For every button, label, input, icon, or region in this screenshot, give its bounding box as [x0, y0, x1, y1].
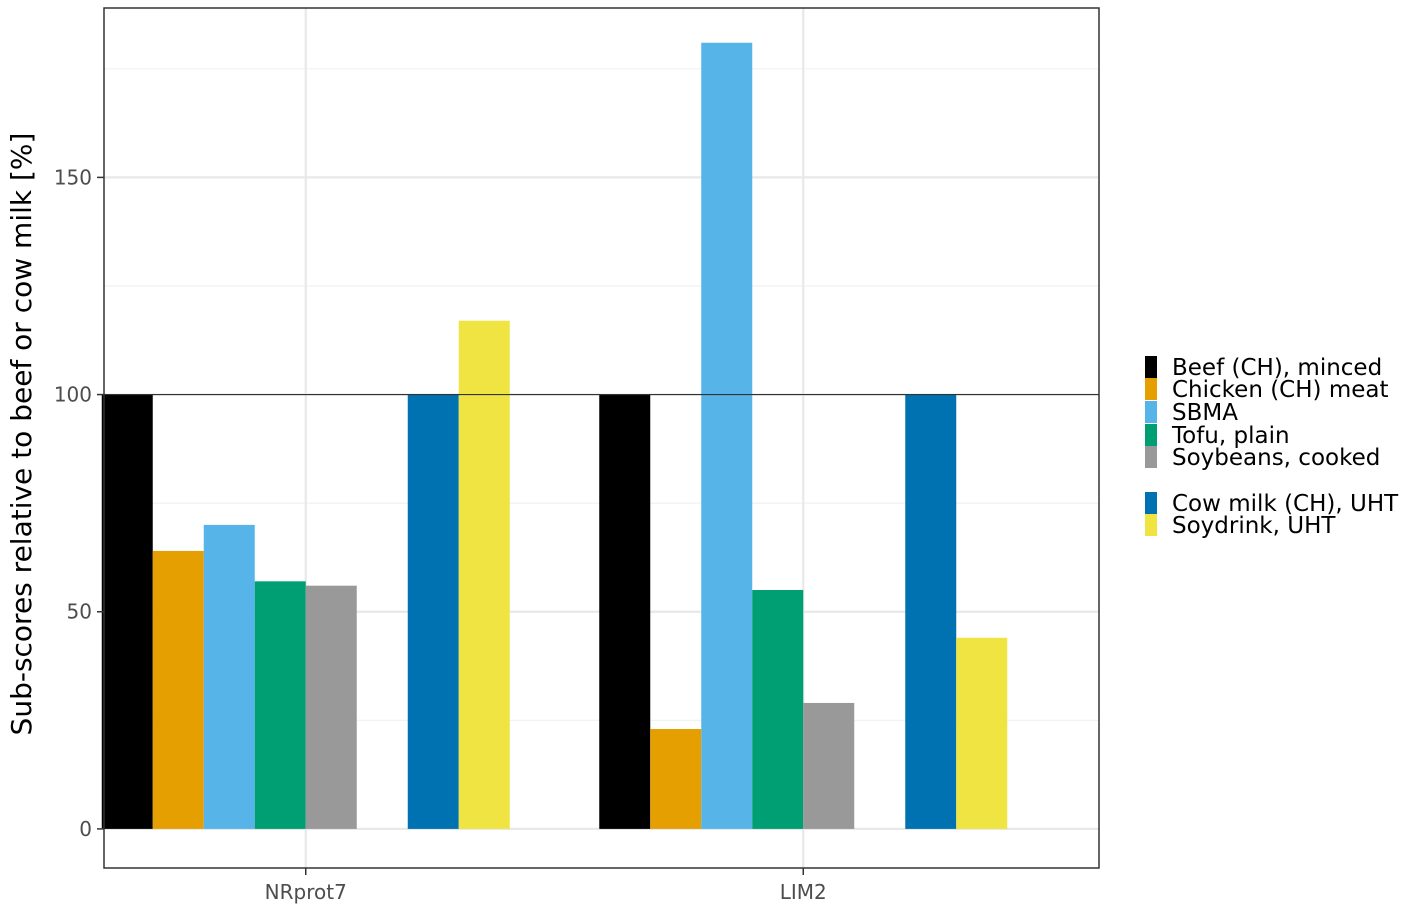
y-tick-label: 100: [54, 383, 92, 407]
y-tick-label: 0: [79, 817, 92, 841]
bar: [650, 729, 702, 829]
legend-label: SBMA: [1172, 400, 1238, 426]
y-axis-title: Sub-scores relative to beef or cow milk …: [5, 133, 38, 736]
bar: [956, 637, 1008, 829]
bars: [101, 42, 1008, 829]
legend-label: Cow milk (CH), UHT: [1172, 491, 1399, 517]
bar: [599, 394, 651, 829]
bar: [803, 702, 855, 829]
bar: [152, 550, 204, 829]
y-tick-label: 150: [54, 165, 92, 189]
x-axis: NRprot7 LIM2: [265, 868, 827, 904]
bar: [101, 394, 153, 829]
bar: [254, 581, 306, 829]
legend-label: Chicken (CH) meat: [1172, 377, 1389, 403]
legend-label: Soydrink, UHT: [1172, 513, 1336, 539]
legend-key: [1145, 378, 1157, 400]
y-tick-label: 50: [67, 600, 92, 624]
y-axis: 0 50 100 150: [54, 165, 104, 841]
legend-key: [1145, 424, 1157, 446]
legend-key: [1145, 514, 1157, 536]
legend-label: Beef (CH), minced: [1172, 355, 1382, 381]
legend-key: [1145, 492, 1157, 514]
x-tick-label: NRprot7: [265, 880, 347, 904]
bar: [701, 42, 753, 829]
bar: [752, 590, 804, 829]
bar: [203, 524, 255, 829]
bar: [407, 394, 459, 829]
bar: [305, 585, 357, 829]
bar: [458, 320, 510, 829]
legend-label: Soybeans, cooked: [1172, 445, 1380, 471]
plot-border: [103, 7, 1100, 869]
legend-key: [1145, 446, 1157, 468]
legend-label: Tofu, plain: [1171, 423, 1290, 449]
legend-key: [1145, 401, 1157, 423]
legend-key: [1145, 356, 1157, 378]
bar: [905, 394, 957, 829]
x-tick-label: LIM2: [780, 880, 827, 904]
